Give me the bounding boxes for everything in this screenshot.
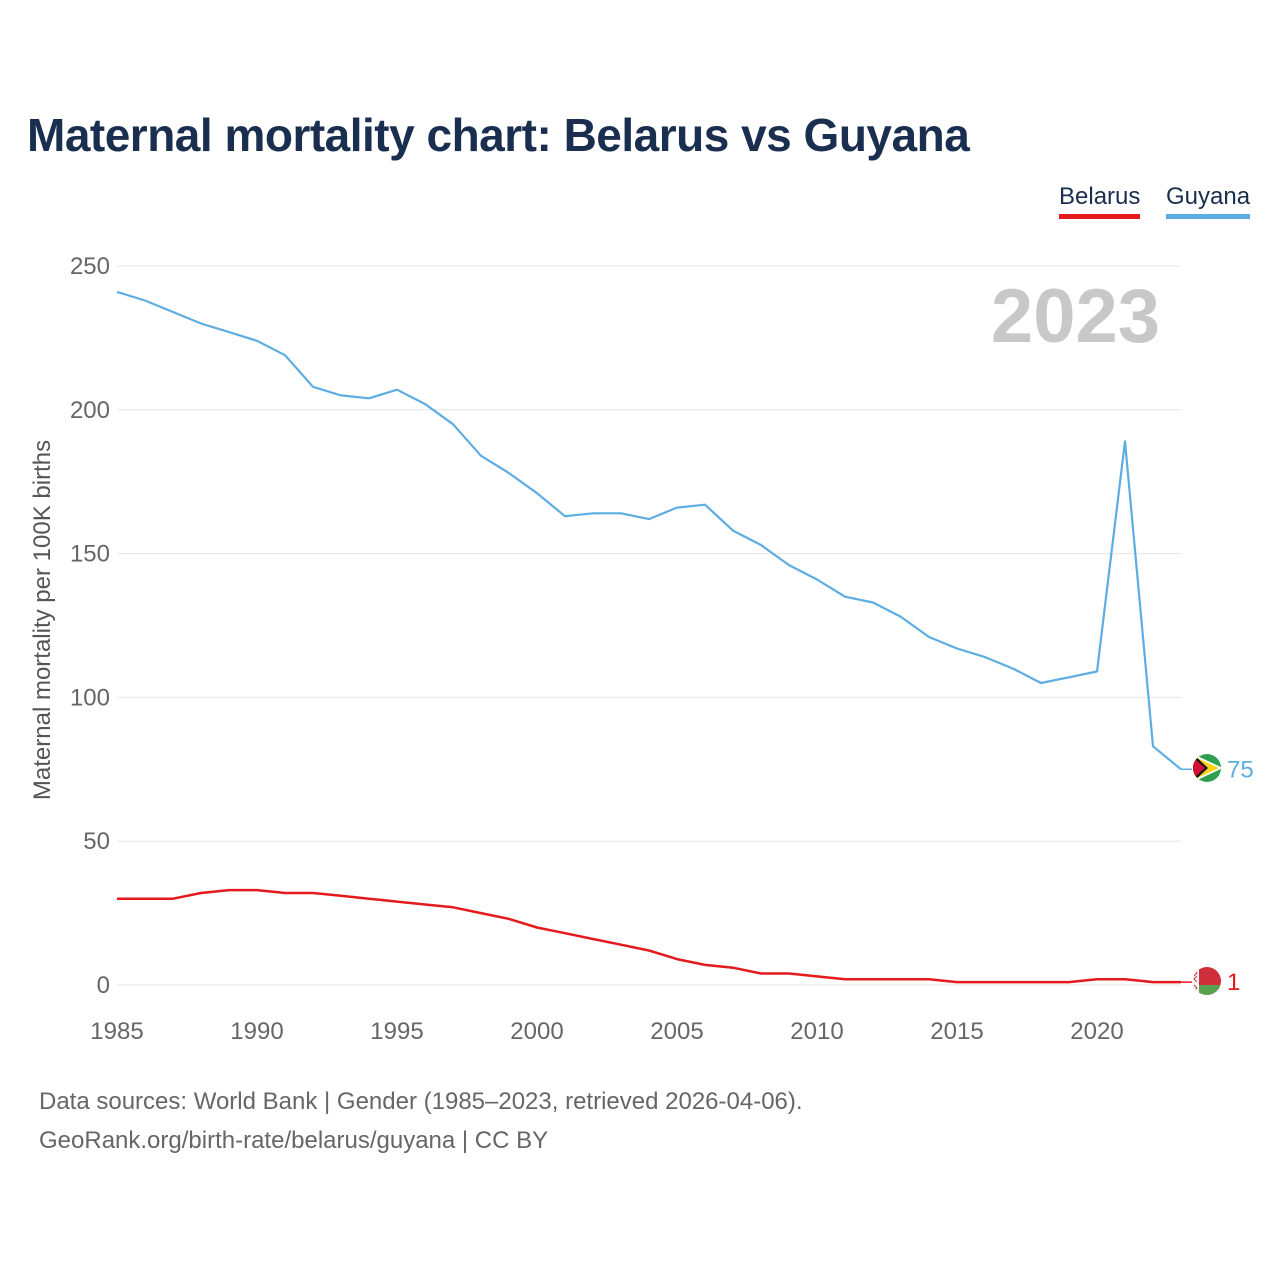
x-tick-label: 2000 — [510, 1018, 563, 1045]
x-tick-label: 1990 — [230, 1018, 283, 1045]
x-tick-label: 1995 — [370, 1018, 423, 1045]
x-tick-label: 2015 — [930, 1018, 983, 1045]
belarus-flag-icon — [1193, 967, 1221, 995]
y-tick-label: 150 — [70, 541, 110, 568]
guyana-flag-icon — [1193, 754, 1221, 782]
chart-title: Maternal mortality chart: Belarus vs Guy… — [27, 109, 970, 161]
footer-credit[interactable]: GeoRank.org/birth-rate/belarus/guyana | … — [39, 1127, 549, 1154]
legend-item-belarus[interactable]: Belarus — [1059, 183, 1141, 219]
x-tick-label: 2005 — [650, 1018, 703, 1045]
footer-source: Data sources: World Bank | Gender (1985–… — [39, 1088, 803, 1115]
y-axis-label: Maternal mortality per 100K births — [29, 440, 56, 800]
y-tick-label: 250 — [70, 253, 110, 280]
x-tick-label: 1985 — [90, 1018, 143, 1045]
year-label: 2023 — [991, 274, 1160, 359]
x-tick-label: 2020 — [1070, 1018, 1123, 1045]
y-tick-label: 200 — [70, 397, 110, 424]
series-line-guyana — [116, 290, 1182, 771]
y-tick-label: 0 — [97, 972, 110, 999]
y-tick-label: 100 — [70, 684, 110, 711]
series-line-belarus — [117, 888, 1181, 984]
end-value-label-belarus: 1 — [1227, 969, 1240, 996]
y-tick-label: 50 — [83, 828, 110, 855]
end-value-label-guyana: 75 — [1227, 756, 1254, 783]
x-tick-label: 2010 — [790, 1018, 843, 1045]
legend-item-guyana[interactable]: Guyana — [1166, 183, 1251, 219]
